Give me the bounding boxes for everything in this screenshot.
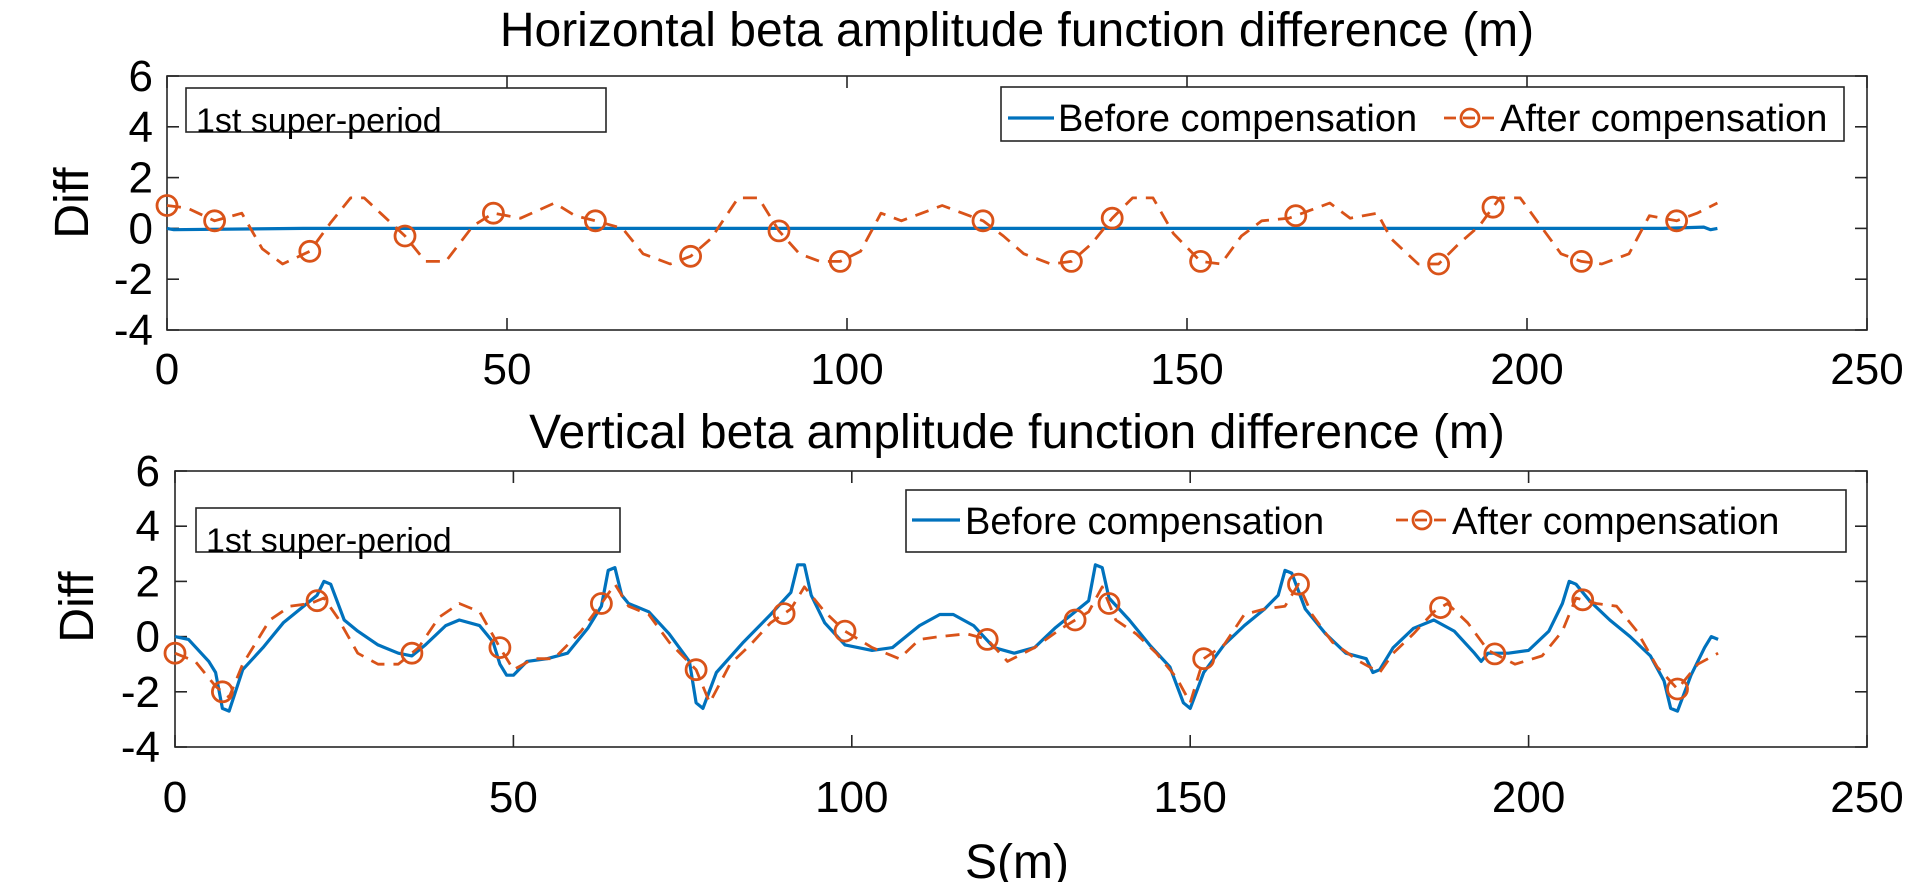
y-tick-label: 2	[136, 557, 160, 606]
x-tick-label: 0	[163, 773, 187, 822]
y-tick-label: 4	[129, 103, 153, 152]
after-compensation-marker	[298, 239, 322, 263]
legend-label-before: Before compensation	[965, 501, 1324, 543]
after-compensation-marker	[1429, 596, 1452, 619]
after-compensation-marker	[1060, 249, 1083, 273]
annotation-text: 1st super-period	[206, 522, 452, 560]
after-compensation-marker	[590, 592, 613, 615]
after-compensation-marker	[481, 201, 505, 225]
x-tick-label: 150	[1153, 773, 1226, 822]
legend-marker-after	[1411, 509, 1433, 531]
x-tick-label: 250	[1830, 345, 1903, 394]
annotation-box: 1st super-period	[185, 87, 607, 140]
legend-label-before: Before compensation	[1058, 98, 1417, 140]
after-compensation-marker	[305, 589, 329, 613]
series-group	[163, 563, 1719, 713]
x-tick-label: 200	[1492, 773, 1565, 822]
y-tick-label: -2	[114, 255, 153, 304]
after-compensation-marker	[1192, 647, 1216, 671]
plot-frame	[166, 75, 1868, 331]
after-compensation-marker	[488, 636, 512, 659]
y-tick-label: -2	[121, 668, 160, 717]
x-tick-label: 0	[155, 345, 179, 394]
after-compensation-marker	[1189, 249, 1212, 273]
annotation-frame	[185, 87, 607, 133]
legend-frame	[905, 489, 1847, 553]
x-axis-label: S(m)	[965, 836, 1069, 882]
after-compensation-marker	[1284, 204, 1308, 228]
y-axis-label: Diff	[46, 167, 99, 239]
after-compensation-marker	[772, 602, 796, 625]
after-compensation-marker	[155, 194, 179, 217]
after-compensation-marker	[679, 244, 702, 268]
after-compensation-marker	[1666, 677, 1689, 701]
annotation-frame	[195, 507, 621, 553]
series-line-before-compensation	[174, 563, 1719, 713]
legend-frame	[1000, 86, 1845, 142]
legend-label-after: After compensation	[1500, 98, 1827, 140]
after-compensation-marker	[828, 249, 852, 273]
after-compensation-marker	[163, 641, 187, 665]
after-compensation-marker	[584, 209, 607, 233]
after-compensation-marker	[684, 658, 708, 682]
after-compensation-marker	[975, 628, 999, 651]
y-tick-label: 0	[136, 613, 160, 662]
chart-title: Vertical beta amplitude function differe…	[529, 406, 1505, 459]
after-compensation-marker	[203, 209, 227, 233]
annotation-box: 1st super-period	[195, 507, 621, 560]
x-tick-label: 50	[489, 773, 538, 822]
after-compensation-marker	[1287, 572, 1310, 596]
x-tick-label: 100	[810, 345, 883, 394]
legend: Before compensation After compensation	[1000, 86, 1845, 142]
after-compensation-marker	[393, 224, 417, 248]
y-tick-label: 0	[129, 204, 153, 253]
after-compensation-marker	[1097, 592, 1121, 615]
x-tick-label: 50	[483, 345, 532, 394]
x-tick-label: 100	[815, 773, 888, 822]
chart-title: Horizontal beta amplitude function diffe…	[500, 4, 1534, 57]
axis-ticks: 0 50 100 150 200 250 -4 -2 0 2 4 6	[121, 447, 1904, 822]
after-compensation-marker	[1570, 249, 1593, 273]
after-compensation-marker	[1665, 209, 1688, 233]
series-line-after-compensation	[166, 196, 1719, 266]
after-compensation-marker	[1481, 195, 1505, 219]
after-compensation-marker	[1063, 608, 1087, 632]
after-compensation-marker	[767, 219, 791, 243]
y-tick-label: 6	[136, 447, 160, 496]
after-compensation-marker	[210, 680, 234, 704]
series-group	[155, 194, 1719, 276]
x-tick-label: 150	[1150, 345, 1223, 394]
y-tick-label: 4	[136, 502, 160, 551]
x-tick-label: 250	[1830, 773, 1903, 822]
y-axis-label: Diff	[51, 571, 104, 643]
after-compensation-marker	[1427, 252, 1450, 276]
y-tick-label: -4	[114, 306, 153, 355]
annotation-text: 1st super-period	[196, 102, 442, 140]
legend-marker-after	[1459, 107, 1481, 129]
after-compensation-marker	[1483, 642, 1507, 666]
after-compensation-marker	[833, 619, 857, 643]
y-tick-label: 2	[129, 154, 153, 203]
plot-frame	[174, 470, 1868, 748]
after-compensation-marker	[971, 209, 995, 233]
horizontal-beta-panel: Horizontal beta amplitude function diffe…	[46, 4, 1904, 394]
legend: Before compensation After compensation	[905, 489, 1847, 553]
after-compensation-marker	[1571, 588, 1595, 612]
legend-label-after: After compensation	[1452, 501, 1779, 543]
x-tick-label: 200	[1490, 345, 1563, 394]
after-compensation-marker	[1100, 206, 1124, 230]
vertical-beta-panel: Vertical beta amplitude function differe…	[51, 406, 1904, 882]
y-tick-label: 6	[129, 52, 153, 101]
after-compensation-marker	[400, 641, 424, 665]
y-tick-label: -4	[121, 723, 160, 772]
